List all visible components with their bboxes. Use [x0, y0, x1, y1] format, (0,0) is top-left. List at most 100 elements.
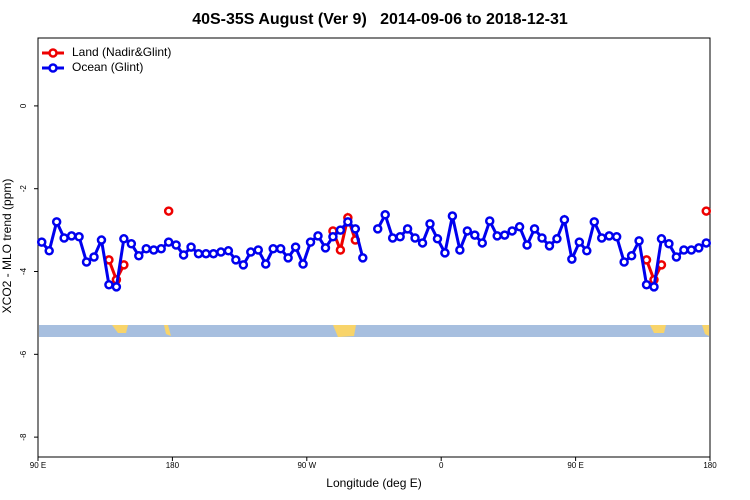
point: [701, 206, 712, 216]
map-strip: [39, 325, 709, 337]
point: [193, 248, 204, 259]
point: [313, 231, 323, 241]
point: [36, 237, 47, 247]
point: [656, 234, 667, 244]
point: [425, 219, 435, 229]
point: [283, 253, 293, 263]
point: [522, 240, 532, 250]
point: [432, 234, 443, 244]
point: [350, 224, 361, 234]
point: [477, 238, 488, 248]
chart-title: 40S-35S August (Ver 9) 2014-09-06 to 201…: [192, 11, 568, 28]
point: [298, 259, 308, 269]
point: [462, 226, 473, 236]
point: [141, 243, 152, 254]
point: [686, 245, 697, 255]
legend-label: Land (Nadir&Glint): [72, 45, 171, 59]
x-tick-label: 0: [439, 461, 444, 470]
point: [649, 282, 659, 292]
point: [372, 224, 383, 234]
point: [216, 247, 226, 257]
point: [567, 254, 577, 264]
point: [537, 233, 547, 243]
point: [559, 215, 570, 225]
point: [74, 231, 84, 242]
point: [552, 234, 562, 244]
point: [395, 231, 405, 242]
point: [417, 238, 428, 248]
point: [178, 250, 189, 260]
point: [664, 239, 674, 249]
point: [440, 248, 450, 258]
point: [358, 253, 368, 263]
point: [231, 255, 241, 265]
point: [626, 251, 637, 261]
point: [208, 248, 219, 259]
point: [447, 211, 458, 221]
point: [320, 243, 331, 253]
point: [51, 217, 62, 227]
point: [238, 260, 249, 270]
point: [148, 245, 159, 255]
point: [119, 234, 129, 244]
point: [619, 257, 629, 267]
point: [507, 226, 517, 236]
point: [514, 222, 525, 232]
point: [679, 245, 689, 255]
point: [574, 237, 585, 247]
point: [484, 216, 495, 226]
y-tick-label: -2: [19, 185, 28, 193]
point: [582, 246, 592, 256]
point: [134, 251, 144, 261]
point: [611, 231, 622, 242]
point: [470, 230, 480, 240]
y-tick-label: -4: [19, 267, 28, 275]
point: [701, 238, 712, 248]
x-tick-label: 90 W: [297, 461, 316, 470]
point: [641, 280, 652, 290]
point: [343, 217, 353, 227]
point: [499, 230, 510, 240]
y-tick-label: 0: [19, 103, 28, 108]
point: [402, 224, 413, 234]
point: [410, 233, 420, 243]
point: [246, 247, 256, 257]
point: [96, 235, 107, 245]
point: [253, 245, 264, 255]
series-line: [40, 210, 708, 289]
y-tick-label: -6: [19, 350, 28, 358]
plot-frame: [37, 37, 711, 458]
point: [544, 241, 555, 251]
point: [156, 243, 166, 254]
point: [81, 257, 92, 267]
y-tick-label: -8: [19, 433, 28, 441]
point: [604, 231, 614, 241]
point: [223, 246, 234, 256]
point: [59, 233, 69, 243]
x-tick-label: 90 E: [567, 461, 583, 470]
point: [589, 217, 600, 227]
point: [455, 245, 465, 255]
x-tick-label: 90 E: [30, 461, 46, 470]
point: [671, 252, 682, 262]
point: [186, 242, 196, 252]
point: [260, 259, 271, 269]
x-tick-label: 180: [166, 461, 180, 470]
point: [335, 225, 346, 235]
point: [305, 237, 316, 247]
point: [171, 240, 181, 250]
point: [111, 282, 122, 292]
point: [694, 243, 704, 253]
legend-marker: [48, 48, 58, 58]
point: [126, 239, 137, 249]
x-axis-label: Longitude (deg E): [326, 476, 421, 490]
point: [492, 231, 502, 241]
point: [596, 233, 607, 243]
point: [44, 246, 54, 256]
y-axis-label: XCO2 - MLO trend (ppm): [0, 179, 14, 314]
point: [328, 231, 338, 242]
point: [66, 231, 77, 241]
point: [89, 252, 99, 262]
point: [634, 236, 644, 246]
point: [201, 248, 211, 259]
